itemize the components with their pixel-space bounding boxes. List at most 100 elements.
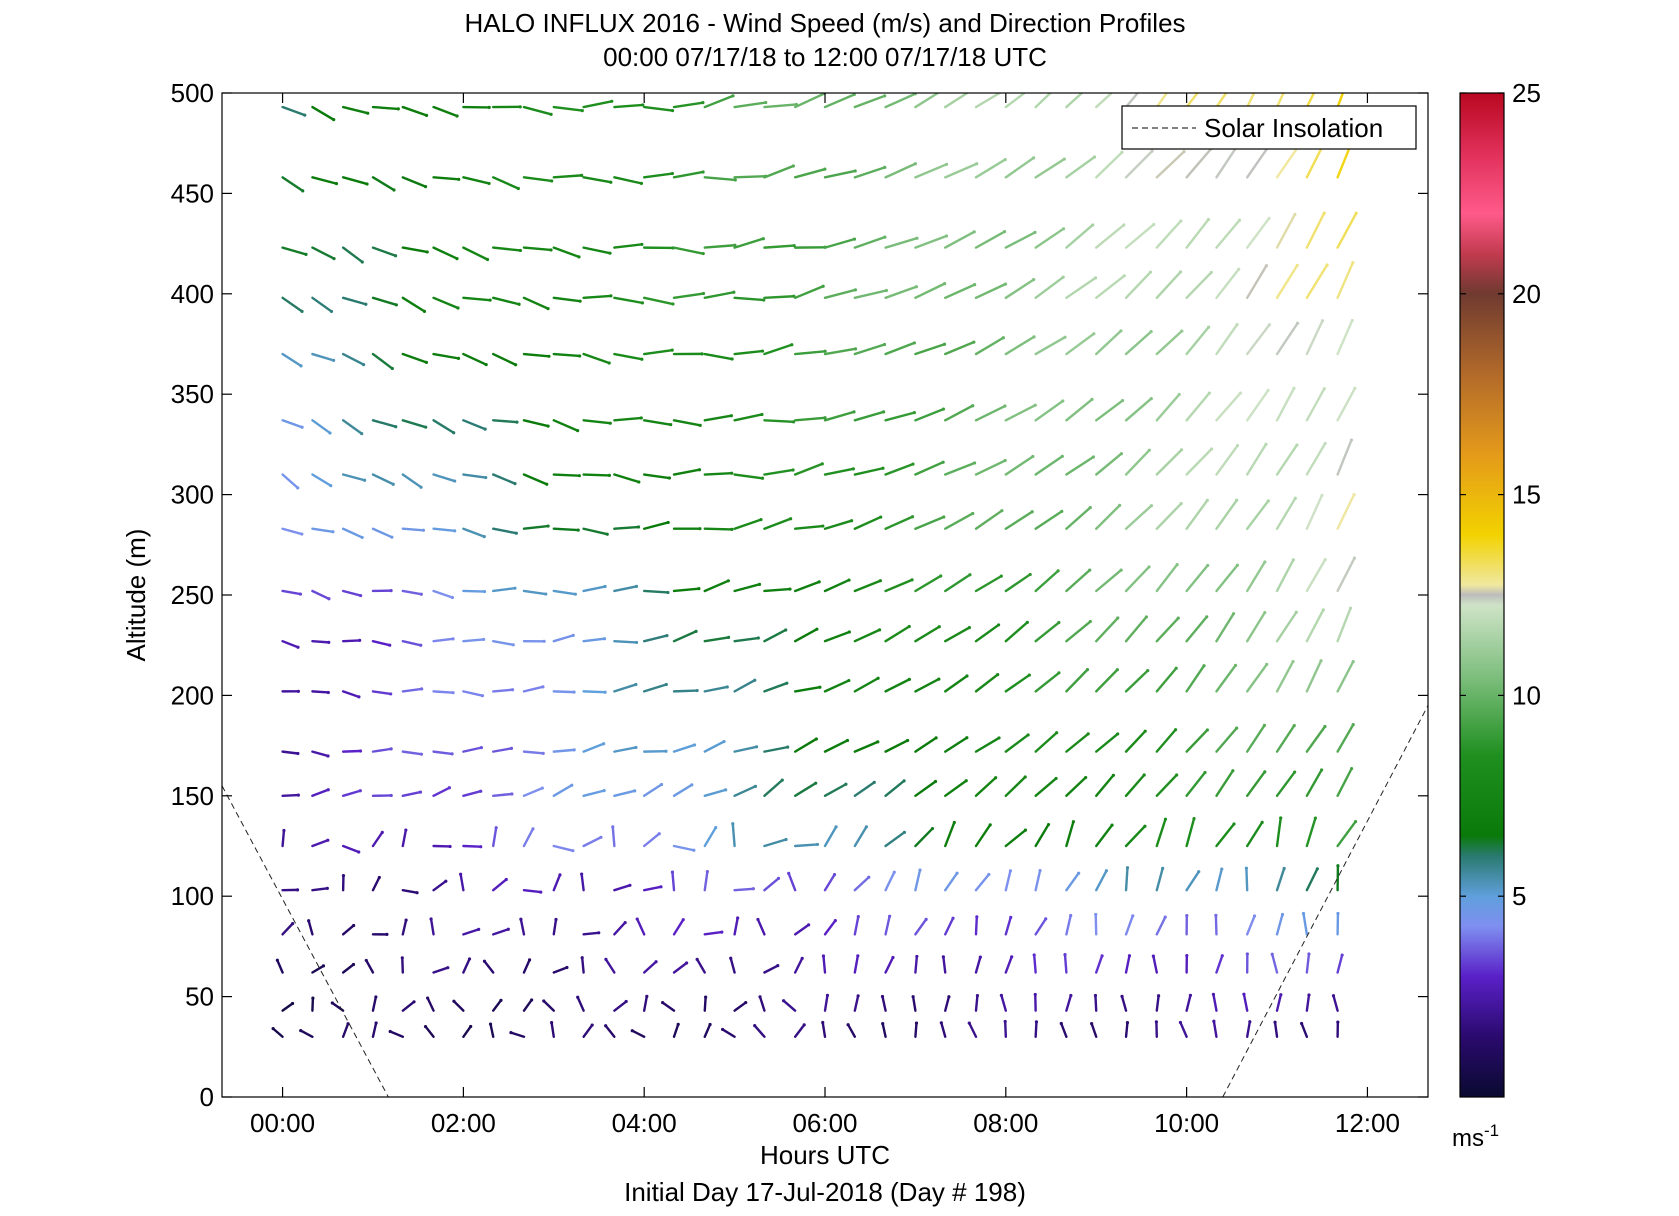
wind-barb	[944, 404, 974, 422]
wind-barb	[703, 579, 730, 593]
wind-barb	[914, 234, 948, 249]
wind-barb-head	[424, 425, 428, 429]
wind-barb-head	[754, 745, 759, 749]
wind-barb	[974, 673, 999, 693]
x-axis-label: Hours UTC	[760, 1140, 890, 1170]
wind-barb-head	[444, 879, 448, 883]
wind-barb	[401, 828, 408, 848]
wind-barb	[552, 246, 581, 259]
wind-barb-head	[756, 917, 760, 922]
wind-barb-head	[1010, 955, 1014, 959]
wind-barb	[1215, 145, 1239, 179]
wind-barb	[793, 923, 810, 936]
wind-barb-head	[299, 364, 303, 368]
wind-barb	[613, 1000, 628, 1012]
wind-barb	[944, 573, 972, 593]
wind-barb-head	[330, 1001, 334, 1005]
wind-barb	[365, 959, 375, 974]
wind-barb	[580, 956, 585, 974]
wind-barb-head	[876, 676, 880, 680]
wind-barb	[1336, 820, 1357, 848]
wind-barb-head	[918, 868, 922, 872]
wind-barb	[1065, 668, 1089, 693]
wind-barb	[763, 587, 792, 593]
wind-barb-head	[972, 230, 976, 234]
wind-barb-head	[641, 103, 645, 107]
wind-barb-head	[494, 826, 498, 830]
wind-barb-head	[1315, 867, 1319, 871]
wind-barb-head	[479, 746, 483, 750]
wind-barb	[733, 583, 761, 593]
wind-barb-head	[360, 535, 364, 540]
wind-barb-head	[1179, 448, 1184, 452]
wind-barb	[672, 468, 701, 476]
wind-barb-head	[661, 1001, 665, 1005]
wind-barb-head	[326, 788, 330, 792]
wind-barb-head	[1292, 723, 1296, 728]
wind-barb-head	[385, 932, 389, 936]
wind-barb	[1305, 211, 1326, 249]
wind-barb-head	[1003, 404, 1007, 408]
wind-barb	[613, 884, 632, 892]
wind-barb-head	[307, 919, 311, 923]
wind-barb-head	[781, 999, 786, 1003]
wind-barb-head	[1185, 953, 1189, 958]
y-tick-label: 300	[171, 480, 214, 510]
wind-barb-head	[357, 850, 361, 854]
y-axis-ticks: 0 50 100 150 200 250 300 350 400 450 500	[171, 78, 1428, 1112]
wind-barb-head	[389, 793, 393, 798]
wind-barb	[763, 838, 788, 848]
wind-barb	[432, 352, 460, 360]
wind-barb	[613, 473, 641, 484]
wind-barb	[853, 579, 882, 593]
wind-barb	[944, 779, 968, 797]
wind-barb	[1095, 568, 1123, 593]
wind-barb-head	[789, 517, 793, 521]
wind-barb	[703, 414, 733, 422]
wind-barb-head	[852, 237, 857, 241]
wind-barb	[552, 174, 583, 179]
wind-barb-head	[544, 592, 548, 596]
wind-barb-head	[388, 1029, 392, 1034]
wind-barb-head	[1148, 270, 1153, 274]
wind-barb-head	[884, 288, 888, 293]
wind-barb	[1305, 952, 1311, 974]
wind-barb-head	[404, 828, 408, 832]
wind-barb	[522, 888, 542, 894]
wind-barb-head	[690, 783, 694, 787]
wind-barb-head	[1002, 230, 1007, 234]
wind-barb-head	[1005, 87, 1008, 90]
wind-barb-head	[880, 994, 885, 999]
wind-barb-head	[332, 118, 336, 122]
wind-barb-head	[1044, 917, 1048, 921]
wind-barb	[1215, 219, 1241, 249]
wind-barb-head	[1059, 1021, 1063, 1026]
wind-barb-head	[1176, 616, 1180, 620]
legend: Solar Insolation	[1121, 105, 1417, 150]
wind-barb	[974, 404, 1007, 422]
wind-barb-head	[637, 480, 641, 484]
wind-barb	[582, 294, 613, 300]
wind-barb-head	[603, 690, 607, 694]
wind-barb-head	[300, 425, 304, 429]
wind-barb	[1065, 776, 1087, 797]
wind-barb	[1275, 724, 1296, 753]
wind-barb-head	[451, 691, 455, 695]
wind-barb-head	[509, 1031, 513, 1035]
wind-barb-head	[823, 349, 827, 353]
wind-barb-head	[942, 342, 947, 346]
wind-barb	[763, 343, 794, 356]
wind-barb	[853, 166, 886, 179]
wind-barb-head	[603, 584, 607, 589]
wind-barb-head	[780, 778, 784, 782]
wind-barb	[1034, 93, 1053, 109]
wind-barb	[695, 958, 706, 974]
wind-barb	[613, 525, 640, 530]
wind-barb	[1336, 438, 1353, 476]
wind-barb	[823, 578, 851, 593]
wind-barb-head	[654, 960, 658, 964]
wind-barb-head	[1118, 503, 1122, 507]
wind-barb	[462, 690, 484, 697]
wind-barb	[1124, 669, 1149, 693]
wind-barb	[542, 999, 555, 1012]
